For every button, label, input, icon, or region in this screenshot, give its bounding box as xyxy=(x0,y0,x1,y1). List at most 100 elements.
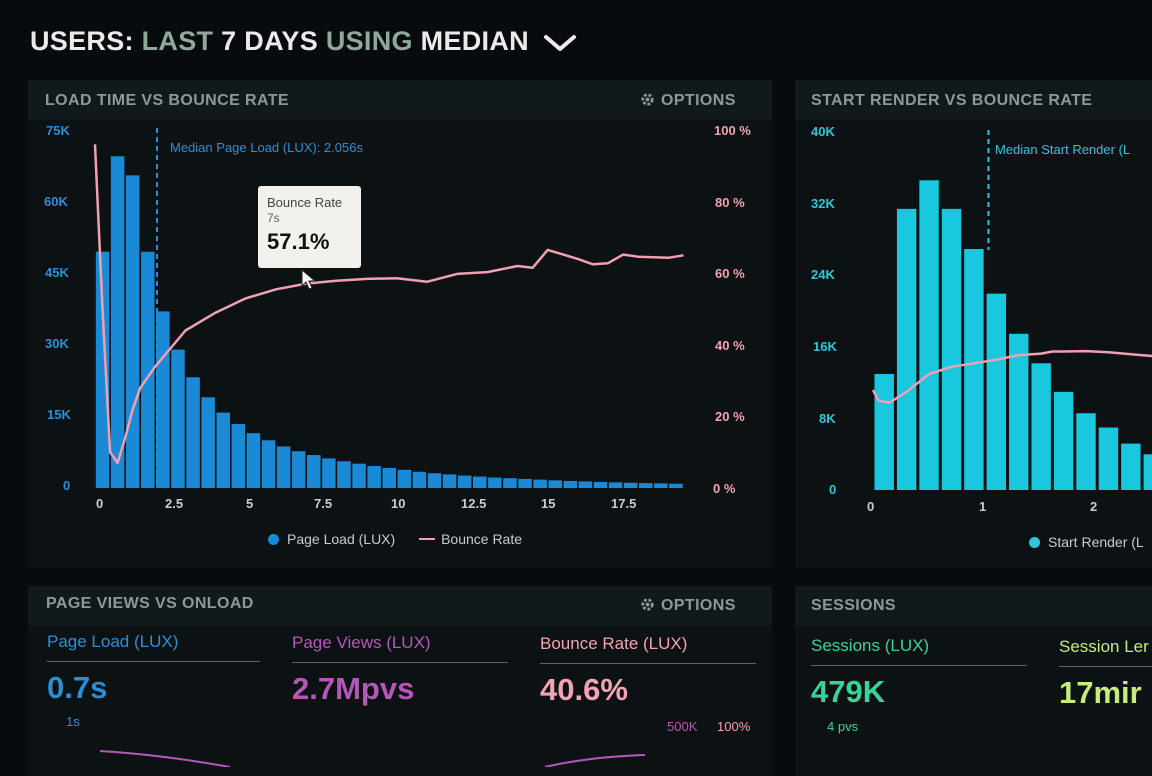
page-load-bar xyxy=(261,440,276,488)
x-tick: 15 xyxy=(541,496,556,511)
start-render-bar xyxy=(1076,413,1096,490)
panel-title: START RENDER VS BOUNCE RATE xyxy=(811,92,1093,109)
page-load-bar xyxy=(95,251,110,488)
page-load-bar xyxy=(171,349,185,488)
metric-label-sessions: Sessions (LUX) xyxy=(811,636,930,655)
legend-item-bounce-rate[interactable]: Bounce Rate xyxy=(419,531,522,547)
y-tick-left: 60K xyxy=(44,194,68,209)
page-load-bar xyxy=(322,458,336,488)
metric-value-bounce-rate: 40.6% xyxy=(540,672,628,707)
cursor-icon xyxy=(301,268,317,290)
page-load-bar xyxy=(563,480,578,488)
metric-divider xyxy=(47,661,260,662)
metric-label-session-length: Session Ler xyxy=(1059,637,1149,656)
tooltip-label: Bounce Rate xyxy=(267,195,343,210)
panel-title: LOAD TIME VS BOUNCE RATE xyxy=(45,92,289,109)
header-range[interactable]: 7 DAYS xyxy=(221,26,319,56)
page-load-bar xyxy=(593,481,608,488)
legend-label: Start Render (L xyxy=(1048,534,1144,550)
y-tick-right: 20 % xyxy=(715,409,745,424)
y-tick-right: 60 % xyxy=(715,266,745,281)
y-tick-left: 30K xyxy=(45,336,69,351)
y-tick-left: 15K xyxy=(47,407,71,422)
page-load-bar xyxy=(110,156,125,488)
page-load-bar xyxy=(442,474,457,488)
header-metric[interactable]: MEDIAN xyxy=(420,26,529,56)
metric-divider xyxy=(811,665,1027,666)
page-load-bar xyxy=(654,483,668,488)
start-render-bar xyxy=(1121,443,1141,490)
options-button[interactable]: OPTIONS xyxy=(640,92,736,110)
panel-header: SESSIONS xyxy=(795,586,1152,626)
page-load-bar xyxy=(291,451,306,488)
start-render-bar xyxy=(896,208,917,491)
start-render-bar xyxy=(1143,454,1152,490)
tooltip-value: 57.1% xyxy=(267,229,330,254)
page-load-bar xyxy=(412,471,427,488)
dashboard-header[interactable]: USERS: LAST 7 DAYS USING MEDIAN xyxy=(30,26,577,57)
legend-item-page-load[interactable]: Page Load (LUX) xyxy=(268,531,395,547)
x-tick: 5 xyxy=(246,496,254,511)
legend-label: Bounce Rate xyxy=(441,531,523,547)
panel-title: PAGE VIEWS VS ONLOAD xyxy=(46,595,254,612)
page-load-bar xyxy=(548,480,562,488)
y-tick-right: 0 % xyxy=(713,481,736,496)
panel-header: LOAD TIME VS BOUNCE RATE OPTIONS xyxy=(28,80,772,120)
page-load-bar xyxy=(276,446,291,488)
y-tick-left: 0 xyxy=(829,482,837,497)
options-label: OPTIONS xyxy=(661,92,736,109)
tooltip-x: 7s xyxy=(267,211,280,225)
start-render-bar xyxy=(919,180,939,491)
x-tick: 2 xyxy=(1090,499,1098,514)
start-render-bar xyxy=(1098,427,1119,490)
page-load-bar xyxy=(503,478,517,488)
page-load-bar xyxy=(488,477,502,488)
y-tick-right: 80 % xyxy=(715,195,745,210)
page-load-bar xyxy=(638,483,653,488)
page-load-bar xyxy=(608,482,623,488)
page-load-bar xyxy=(141,251,155,488)
x-tick: 2.5 xyxy=(165,496,184,511)
page-load-bar xyxy=(337,461,351,488)
chart-legend: Page Load (LUX) Bounce Rate xyxy=(268,531,522,547)
metric-divider xyxy=(292,662,508,663)
metric-value-session-length: 17mir xyxy=(1059,675,1142,710)
page-load-bar xyxy=(367,466,381,488)
page-load-bar xyxy=(382,467,396,488)
metric-label-page-views: Page Views (LUX) xyxy=(292,633,431,652)
page-views-panel: PAGE VIEWS VS ONLOAD OPTIONS xyxy=(28,586,772,776)
metric-value-page-views: 2.7Mpvs xyxy=(292,671,415,706)
page-load-bar xyxy=(578,481,593,488)
y-tick-left: 75K xyxy=(46,123,70,138)
y-tick-right: 100 % xyxy=(714,123,751,138)
chevron-down-icon[interactable] xyxy=(543,33,577,53)
y-tick-left: 16K xyxy=(813,339,837,354)
metric-value-page-load: 0.7s xyxy=(47,670,108,705)
median-page-load-note: Median Page Load (LUX): 2.056s xyxy=(170,140,363,155)
header-last: LAST xyxy=(141,26,214,56)
options-button[interactable]: OPTIONS xyxy=(640,597,736,615)
metric-label-bounce-rate: Bounce Rate (LUX) xyxy=(540,634,688,653)
bounce-rate-line xyxy=(93,144,684,465)
options-label: OPTIONS xyxy=(661,597,736,614)
y-tick-left: 40K xyxy=(811,124,835,139)
start-render-bar xyxy=(1031,363,1051,490)
legend-item-start-render[interactable]: Start Render (L xyxy=(1029,534,1144,550)
page-load-bar xyxy=(352,463,366,488)
page-views-sparkline xyxy=(99,750,231,767)
panel-title: SESSIONS xyxy=(811,597,897,614)
legend-dot-icon xyxy=(268,534,279,545)
legend-dot-icon xyxy=(1029,537,1040,548)
bounce-rate-tooltip: Bounce Rate 7s 57.1% xyxy=(258,186,361,268)
page-load-bar xyxy=(216,412,230,488)
x-tick: 10 xyxy=(391,496,406,511)
page-load-bar xyxy=(397,469,412,488)
page-load-bar xyxy=(533,479,547,488)
x-tick: 12.5 xyxy=(461,496,487,511)
legend-line-icon xyxy=(419,538,436,540)
page-load-bar xyxy=(457,475,472,488)
chart-legend: Start Render (L xyxy=(1029,534,1144,550)
x-tick: 0 xyxy=(867,499,875,514)
page-load-bar xyxy=(518,478,532,488)
